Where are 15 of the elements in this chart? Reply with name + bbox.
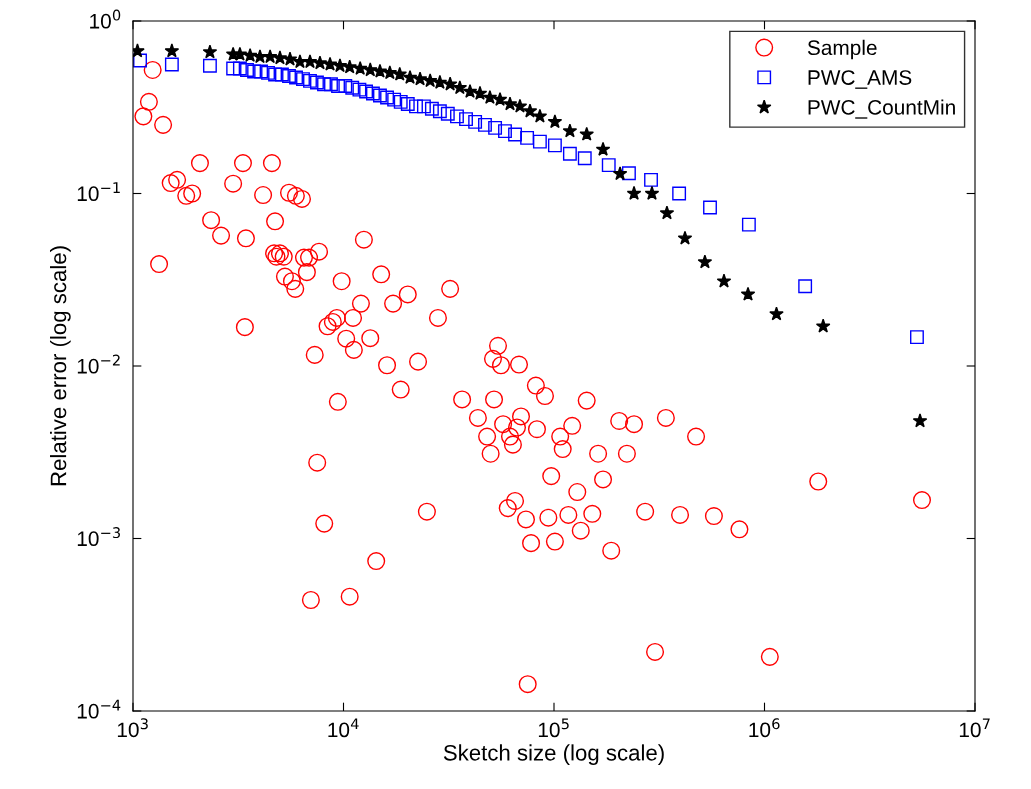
legend-label: Sample [807, 39, 877, 60]
y-axis-title: Relative error (log scale) [49, 246, 71, 486]
legend-label: PWC_CountMin [808, 99, 955, 119]
y-tick-label: 10$^{−4}$ [77, 699, 121, 719]
y-tick-label: 10$^{−1}$ [77, 182, 120, 202]
y-tick-label: 10$^{−2}$ [77, 354, 120, 374]
x-tick-label: 10$^{3}$ [117, 718, 148, 738]
y-tick-label: 10$^{0}$ [90, 9, 121, 29]
legend-label: PWC_AMS [808, 70, 912, 89]
x-axis-title: Sketch size (log scale) [443, 744, 664, 766]
x-tick-label: 10$^{6}$ [749, 718, 780, 738]
x-tick-label: 10$^{4}$ [328, 718, 359, 738]
x-tick-label: 10$^{7}$ [959, 718, 990, 738]
x-tick-label: 10$^{5}$ [538, 718, 569, 738]
y-tick-label: 10$^{−3}$ [77, 527, 120, 547]
